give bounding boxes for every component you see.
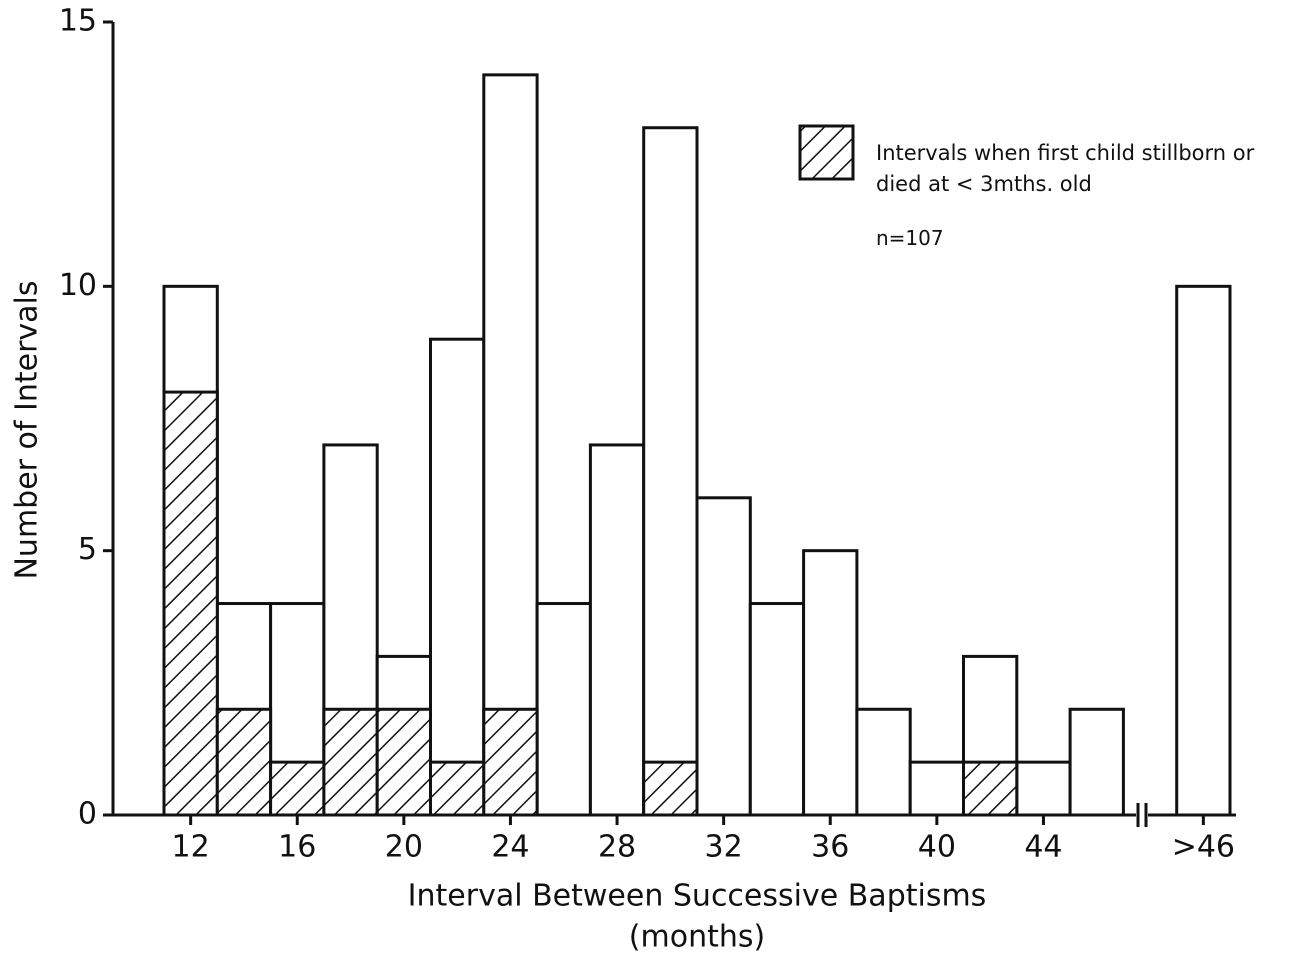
bar	[588, 443, 646, 817]
x-tick-label: 44	[1024, 830, 1062, 865]
bar	[908, 760, 966, 817]
bar	[482, 707, 539, 817]
legend-label: Intervals when first child stillborn or …	[876, 141, 1255, 196]
x-axis-label: Interval Between Successive Baptisms	[408, 879, 987, 914]
bar	[748, 602, 806, 817]
bar	[962, 760, 1019, 817]
y-tick-label: 10	[59, 268, 97, 303]
bar	[162, 390, 219, 817]
x-tick-label: 28	[598, 830, 636, 865]
bar	[375, 707, 433, 817]
x-tick-label: 20	[385, 830, 423, 865]
x-tick-label: 12	[172, 830, 210, 865]
bar	[1015, 760, 1072, 817]
x-axis-label: (months)	[629, 920, 765, 953]
annotation: n=107	[876, 226, 944, 250]
bar	[802, 549, 859, 817]
x-tick-label: 32	[705, 830, 743, 865]
bar	[429, 760, 486, 817]
bar	[429, 337, 486, 817]
bar	[642, 760, 699, 817]
x-tick-label: 16	[278, 830, 316, 865]
x-tick-label: 36	[811, 830, 849, 865]
bar	[322, 707, 379, 817]
bar	[695, 496, 752, 817]
y-tick-label: 15	[59, 4, 97, 39]
bar	[215, 707, 273, 817]
bar	[642, 126, 699, 817]
bar	[535, 602, 592, 817]
x-tick-label: >46	[1172, 830, 1235, 865]
bar	[269, 760, 326, 817]
bar	[1068, 707, 1125, 817]
y-tick-label: 0	[78, 797, 97, 832]
legend-swatch	[798, 124, 855, 181]
x-tick-label: 24	[491, 830, 529, 865]
x-tick-label: 40	[918, 830, 956, 865]
y-tick-label: 5	[78, 532, 97, 567]
bar	[1175, 284, 1232, 817]
bar	[855, 707, 912, 817]
y-axis-label: Number of Intervals	[10, 280, 45, 579]
bar	[482, 73, 539, 817]
